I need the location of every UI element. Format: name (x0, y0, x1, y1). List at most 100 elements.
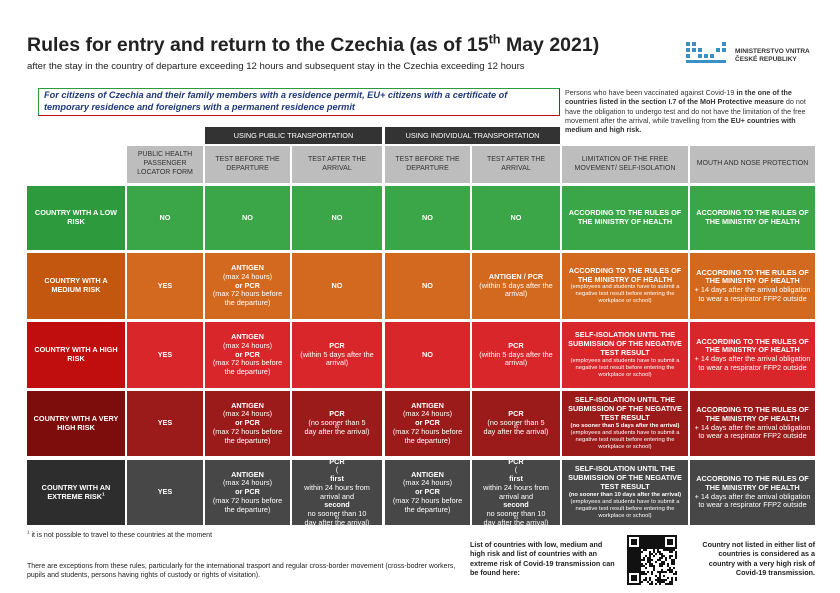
text-run: (no sooner than 5 days after the arrival… (570, 422, 680, 429)
text-run: (no sooner than 5 (308, 418, 366, 428)
text-run: second (324, 500, 350, 510)
table-cell: ACCORDING TO THE RULES OF THE MINISTRY O… (690, 460, 815, 525)
text-run: or PCR (235, 349, 260, 359)
text-run: (max 72 hours before the departure) (212, 495, 283, 514)
row-label: COUNTRY WITH A HIGH RISK (34, 345, 118, 363)
text-run: PCR (329, 340, 345, 350)
text-run: (no sooner than 5 (487, 418, 545, 428)
logo-line: ČESKÉ REPUBLIKY (735, 56, 797, 64)
row-label: COUNTRY WITH A MEDIUM RISK (44, 276, 108, 294)
text-run: (max 24 hours) (222, 340, 273, 350)
text-run: (max 24 hours) (402, 409, 453, 419)
text-run: (max 24 hours) (402, 478, 453, 488)
list-note: List of countries with low, medium and h… (470, 540, 615, 578)
table-cell: YES (127, 253, 203, 319)
text-run: the EU+ countries with medium and high r… (565, 116, 796, 135)
text-run: NO (242, 212, 253, 222)
text-run: ANTIGEN (231, 400, 264, 410)
text-run: SELF-ISOLATION UNTIL THE SUBMISSION OF T… (568, 330, 682, 357)
text-run: (max 72 hours before the departure) (392, 426, 463, 445)
text-run: YES (157, 487, 173, 497)
text-run: ANTIGEN (411, 469, 444, 479)
table-cell: ANTIGEN (max 24 hours) or PCR (max 72 ho… (385, 391, 470, 456)
text-run: do not have the obligation to undergo te… (565, 97, 806, 126)
table-cell: ACCORDING TO THE RULES OF THE MINISTRY O… (562, 186, 688, 250)
column-header: PUBLIC HEALTH PASSENGER LOCATOR FORM (127, 146, 203, 183)
text-run: ANTIGEN (231, 263, 264, 273)
text-run: (max 24 hours) (222, 409, 273, 419)
table-cell: ANTIGEN (max 24 hours) or PCR (max 72 ho… (205, 391, 290, 456)
table-cell: NO (385, 322, 470, 388)
text-run: or PCR (235, 280, 260, 290)
text-run: day after the arrival) (483, 517, 549, 527)
table-cell: ACCORDING TO THE RULES OF THE MINISTRY O… (690, 322, 815, 388)
text-run: (employees and students have to submit a… (570, 284, 680, 305)
text-run: + 14 days after the arrival obligation t… (694, 491, 811, 510)
text-run: or PCR (235, 487, 260, 497)
text-run: YES (157, 418, 173, 428)
group-header: USING INDIVIDUAL TRANSPORTATION (385, 127, 560, 144)
text-run: day after the arrival) (483, 426, 549, 436)
title-end: May 2021) (500, 34, 600, 56)
table-cell: PCR(first within 24 hours from arrival a… (292, 456, 382, 527)
text-run: or PCR (415, 418, 440, 428)
text-run: PCR (329, 456, 345, 466)
text-run: ACCORDING TO THE RULES OF THE MINISTRY O… (696, 405, 809, 423)
text-run: (within 5 days after the arrival) (479, 349, 553, 368)
column-header: TEST BEFORE THE DEPARTURE (205, 146, 290, 183)
row-header: COUNTRY WITH A MEDIUM RISK (27, 253, 125, 319)
text-run: (max 72 hours before the departure) (212, 358, 283, 377)
table-cell: NO (385, 253, 470, 319)
table-cell: SELF-ISOLATION UNTIL THE SUBMISSION OF T… (562, 391, 688, 456)
text-run: second (503, 500, 529, 510)
text-run: ANTIGEN (231, 332, 264, 342)
text-run: Persons who have been vaccinated against… (565, 88, 737, 97)
text-run: NO (331, 280, 343, 290)
text-run: ANTIGEN (411, 400, 444, 410)
text-run: day after the arrival) (304, 517, 370, 527)
table-cell: ANTIGEN (max 24 hours) or PCR (max 72 ho… (205, 253, 290, 319)
table-cell: NO (385, 186, 470, 250)
table-cell: ANTIGEN (max 24 hours) or PCR (max 72 ho… (205, 460, 290, 525)
table-cell: ACCORDING TO THE RULES OF THE MINISTRY O… (690, 186, 815, 250)
text-run: PCR (508, 340, 524, 350)
scope-box: For citizens of Czechia and their family… (38, 88, 560, 116)
logo-text: MINISTERSTVO VNITRA ČESKÉ REPUBLIKY (735, 48, 810, 65)
text-run: ANTIGEN (231, 469, 264, 479)
text-run: NO (422, 349, 433, 359)
text-run: ANTIGEN / PCR (488, 271, 544, 281)
title-sup: th (488, 32, 501, 47)
table-cell: PCR (within 5 days after the arrival) (292, 322, 382, 388)
column-header: TEST AFTER THE ARRIVAL (472, 146, 560, 183)
text-run: PCR (508, 409, 524, 419)
logo-line: MINISTERSTVO VNITRA (735, 48, 810, 55)
row-label: COUNTRY WITH AN EXTREME RISK1 (41, 482, 111, 501)
text-run: no sooner than 10 (486, 509, 546, 518)
text-run: ACCORDING TO THE RULES OF THE MINISTRY O… (696, 267, 809, 286)
table-cell: YES (127, 322, 203, 388)
row-label: COUNTRY WITH A LOW RISK (34, 208, 118, 226)
table-cell: NO (472, 186, 560, 250)
footnote-mark: 1 (27, 529, 30, 535)
text-run: (no sooner than 10 days after the arriva… (568, 491, 682, 498)
logo-mark (686, 42, 726, 63)
table-cell: NO (292, 186, 382, 250)
qr-code[interactable] (627, 535, 677, 585)
row-label-sup: 1 (102, 492, 105, 498)
text-run: (max 72 hours before the departure) (392, 495, 463, 514)
text-run: YES (157, 349, 173, 359)
column-header: MOUTH AND NOSE PROTECTION (690, 146, 815, 183)
text-run: ACCORDING TO THE RULES OF THE MINISTRY O… (568, 208, 682, 226)
row-header: COUNTRY WITH A LOW RISK (27, 186, 125, 250)
text-run: (max 24 hours) (222, 478, 273, 488)
text-run: NO (331, 212, 343, 222)
table-cell: NO (292, 253, 382, 319)
column-header: LIMITATION OF THE FREE MOVEMENT/ SELF-IS… (562, 146, 688, 183)
text-run: NO (159, 212, 171, 222)
table-cell: NO (127, 186, 203, 250)
text-run: ACCORDING TO THE RULES OF THE MINISTRY O… (696, 474, 809, 492)
unlisted-note: Country not listed in either list of cou… (702, 540, 815, 578)
text-run: day after the arrival) (304, 426, 370, 436)
